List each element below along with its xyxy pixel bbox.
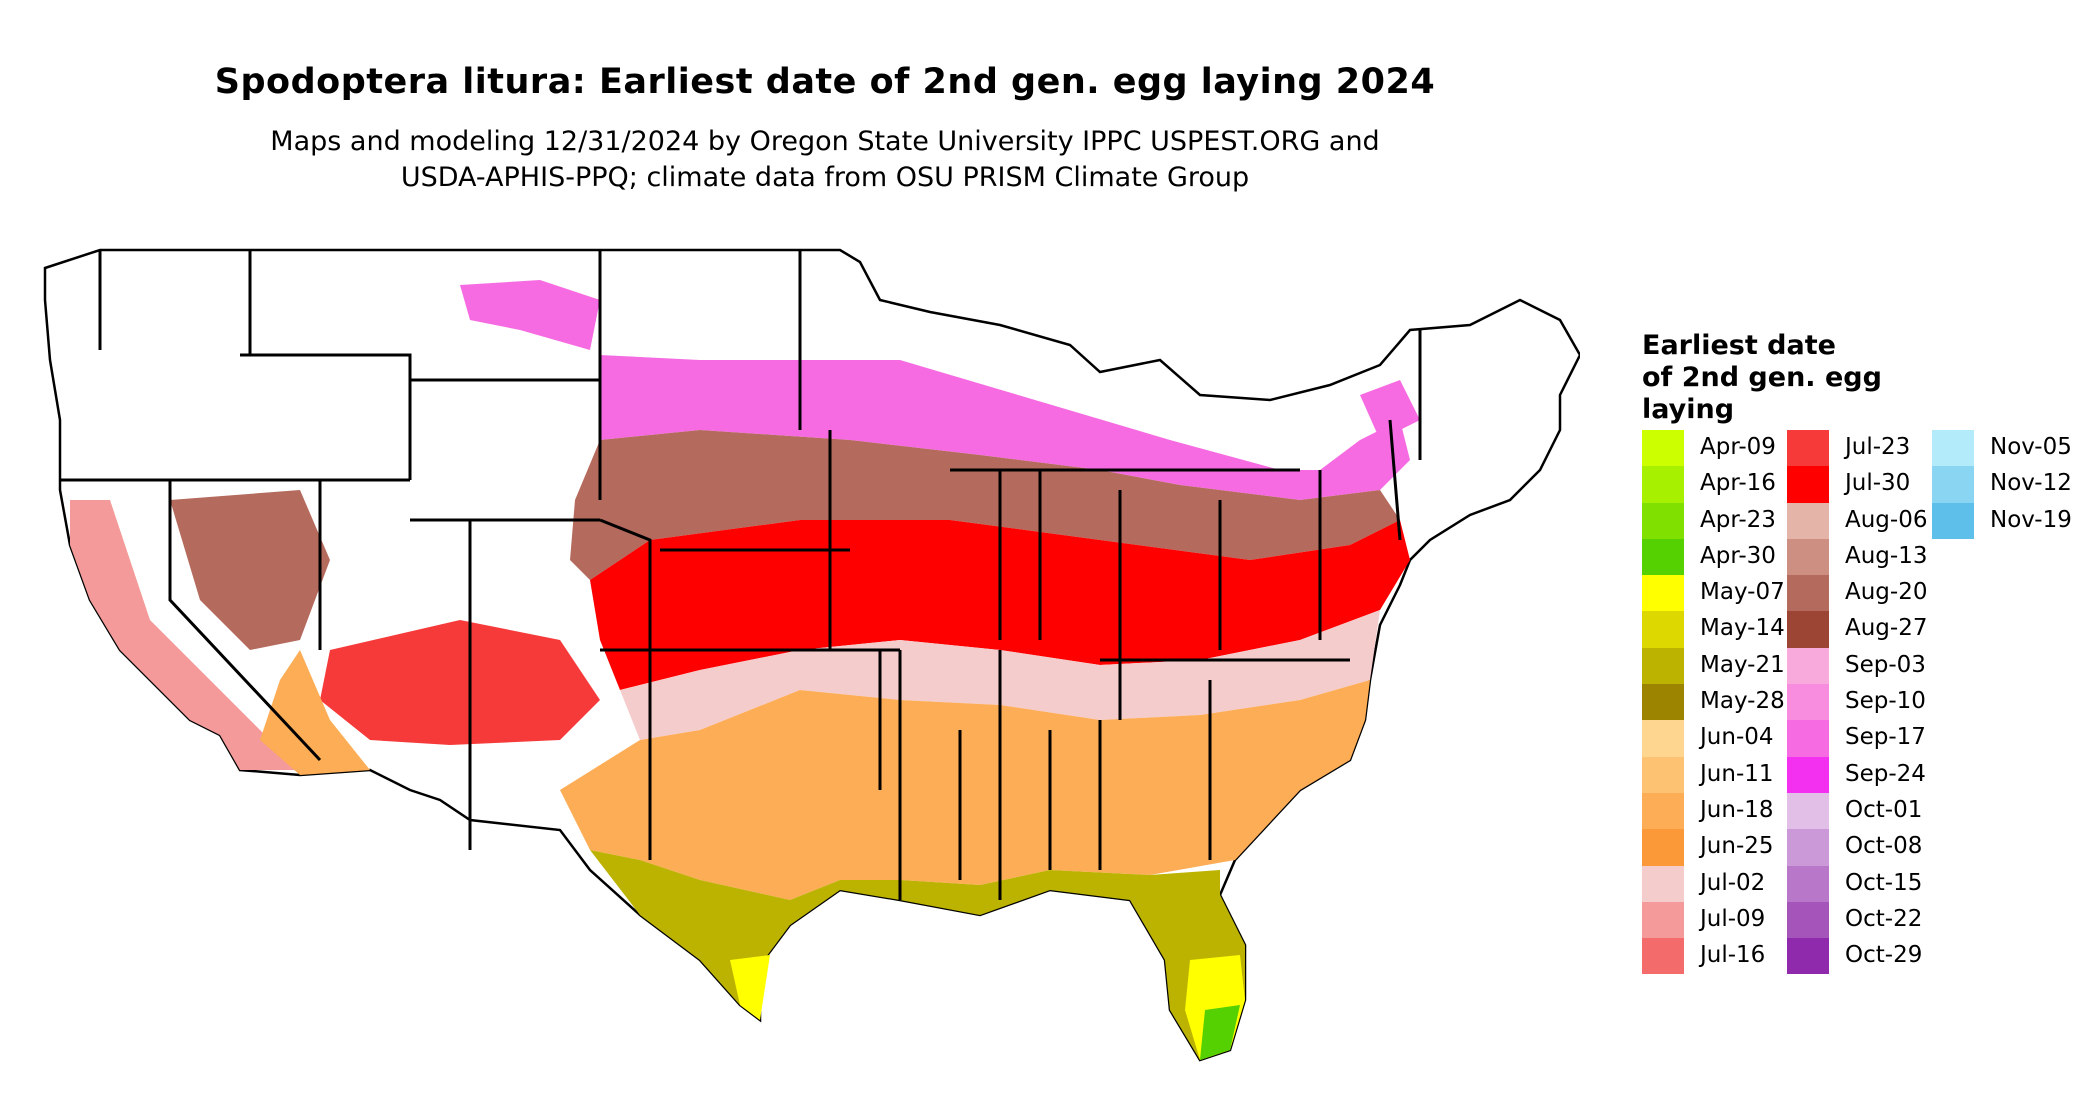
zone-jul-southwest [320, 620, 600, 745]
legend-swatch [1787, 720, 1829, 757]
legend-label: Apr-30 [1700, 542, 1776, 569]
legend-swatch [1642, 756, 1684, 793]
state-borders [60, 250, 1422, 900]
legend-label: Nov-05 [1990, 434, 2072, 460]
legend-label: Jun-11 [1700, 760, 1774, 787]
legend-label: Sep-24 [1845, 760, 1926, 787]
legend-label: Aug-06 [1845, 506, 1928, 533]
legend-swatch [1642, 430, 1684, 467]
legend-label: Jul-16 [1700, 942, 1766, 969]
legend-label: Oct-22 [1845, 905, 1923, 932]
legend-swatch [1642, 538, 1684, 576]
zone-aug-west [170, 490, 330, 650]
zone-jun-southwest [260, 650, 370, 775]
legend-swatch [1787, 901, 1829, 939]
zone-sep [600, 355, 1410, 500]
legend-title-line-1: Earliest date [1642, 330, 1836, 361]
legend-label: Oct-15 [1845, 869, 1923, 896]
legend-swatch [1642, 647, 1684, 685]
legend-label: Sep-10 [1845, 688, 1926, 715]
legend-swatch [1642, 575, 1684, 612]
legend-swatch [1642, 901, 1684, 939]
legend-label: Sep-17 [1845, 724, 1926, 751]
legend-swatch [1642, 502, 1684, 539]
legend-label: May-21 [1700, 651, 1785, 678]
legend-title-line-2: of 2nd gen. egg [1642, 362, 1882, 393]
legend-label: Oct-29 [1845, 942, 1923, 969]
us-map [43, 248, 1580, 1062]
zone-apr-florida-tip [1200, 1005, 1240, 1060]
legend-swatch [1932, 466, 1974, 503]
legend-label: Jun-18 [1700, 796, 1774, 823]
legend-swatch [1932, 502, 1974, 539]
legend-swatch [1787, 466, 1829, 503]
legend-label: Jul-02 [1700, 869, 1766, 896]
legend-label: Oct-08 [1845, 833, 1923, 860]
legend-label: Apr-23 [1700, 506, 1776, 533]
legend-swatch [1787, 430, 1829, 467]
state-border-lines [60, 250, 1422, 900]
zone-aug [570, 430, 1400, 580]
map-fill-zones [43, 248, 1580, 1062]
legend-label: Apr-16 [1700, 470, 1776, 497]
legend-label: Aug-27 [1845, 615, 1928, 642]
legend-label: Jun-04 [1700, 724, 1774, 751]
legend-swatch [1787, 756, 1829, 793]
legend-swatch [1642, 684, 1684, 721]
map-subtitle-line-1: Maps and modeling 12/31/2024 by Oregon S… [270, 126, 1380, 157]
legend-swatch [1642, 720, 1684, 757]
legend-swatch [1787, 575, 1829, 612]
legend-label: Sep-03 [1845, 651, 1926, 678]
zone-may [590, 850, 1245, 1060]
legend-label: Apr-09 [1700, 434, 1776, 460]
zone-sep-northwest [460, 280, 600, 350]
legend-swatch [1642, 938, 1684, 975]
legend-swatch [1787, 865, 1829, 902]
legend-label: Oct-01 [1845, 796, 1923, 823]
legend-label: Jul-23 [1845, 434, 1911, 460]
zone-sep-northeast [1360, 380, 1420, 440]
legend-swatch [1787, 684, 1829, 721]
legend-swatch [1642, 829, 1684, 866]
legend-swatch [1787, 829, 1829, 866]
legend-swatch [1642, 611, 1684, 648]
legend-label: Nov-19 [1990, 506, 2072, 533]
legend-label: Jul-30 [1845, 470, 1911, 497]
legend-label: Aug-13 [1845, 542, 1928, 569]
legend-swatch [1787, 938, 1829, 975]
legend-swatch [1787, 792, 1829, 830]
zone-apr-texas [730, 955, 770, 1020]
legend-swatch [1787, 502, 1829, 539]
legend-swatch [1787, 611, 1829, 648]
legend-label: Jul-09 [1700, 905, 1766, 932]
legend-swatch [1642, 792, 1684, 830]
legend-label: Nov-12 [1990, 470, 2072, 497]
map-subtitle-line-2: USDA-APHIS-PPQ; climate data from OSU PR… [400, 162, 1250, 193]
legend-swatch [1642, 466, 1684, 503]
legend-label: May-07 [1700, 579, 1785, 606]
legend-swatch [1787, 647, 1829, 685]
legend-swatch [1787, 538, 1829, 576]
legend-title: Earliest date of 2nd gen. egg laying [1642, 330, 1942, 426]
legend-label: May-28 [1700, 688, 1785, 715]
legend-swatch [1932, 430, 1974, 467]
zone-jun [560, 680, 1370, 900]
legend-title-line-3: laying [1642, 394, 1735, 425]
zone-west-coast [70, 500, 300, 770]
legend-label: Aug-20 [1845, 579, 1928, 606]
legend-swatch [1642, 865, 1684, 902]
legend-label: Jun-25 [1700, 833, 1774, 860]
legend-label: May-14 [1700, 615, 1785, 642]
map-title: Spodoptera litura: Earliest date of 2nd … [214, 62, 1436, 102]
